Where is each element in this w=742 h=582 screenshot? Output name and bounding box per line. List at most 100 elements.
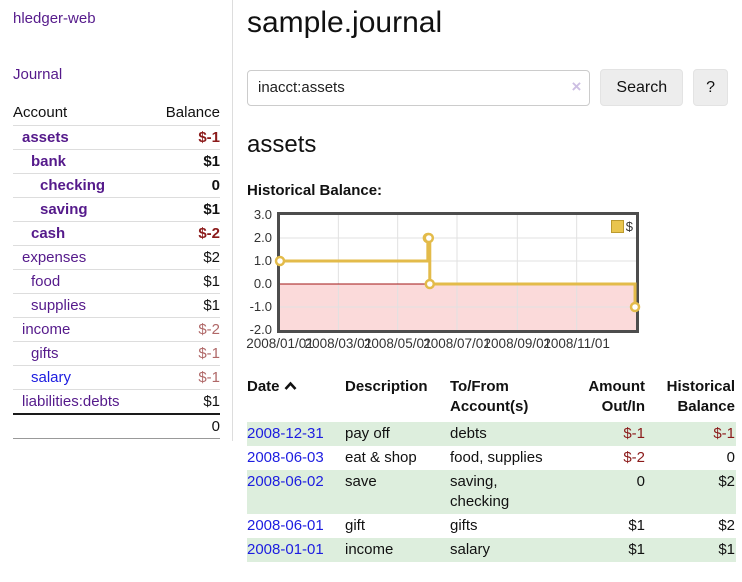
account-balance: $-1 bbox=[150, 365, 220, 390]
register-date: 2008-01-01 bbox=[247, 538, 345, 562]
account-balance: $1 bbox=[150, 293, 220, 318]
chart-legend: $ bbox=[610, 219, 633, 234]
help-button[interactable]: ? bbox=[693, 69, 728, 106]
register-accounts: gifts bbox=[450, 517, 478, 534]
sidebar-account-link[interactable]: cash bbox=[31, 225, 66, 242]
account-row: income $-2 bbox=[13, 317, 220, 342]
sidebar-account-link[interactable]: income bbox=[22, 321, 71, 338]
register-date: 2008-06-01 bbox=[247, 514, 345, 538]
chart-y-tick-label: -1.0 bbox=[249, 299, 272, 314]
clear-search-icon[interactable]: × bbox=[571, 76, 582, 96]
account-balance: $1 bbox=[150, 389, 220, 414]
search-button[interactable]: Search bbox=[600, 69, 684, 106]
accounts-total-value: 0 bbox=[13, 413, 220, 439]
account-row: salary $-1 bbox=[13, 365, 220, 390]
register-balance: $2 bbox=[718, 473, 735, 490]
chart-x-tick-label: 2008/11/01 bbox=[543, 336, 610, 351]
register-row[interactable]: 2008-06-01 gift gifts $1 $2 bbox=[247, 514, 736, 538]
transaction-date-link[interactable]: 2008-06-02 bbox=[247, 473, 324, 490]
register-description: save bbox=[345, 473, 377, 490]
transaction-date-link[interactable]: 2008-12-31 bbox=[247, 425, 324, 442]
sidebar-account-link[interactable]: expenses bbox=[22, 249, 87, 266]
sort-ascending-icon bbox=[284, 377, 297, 397]
sidebar-accounts-body: assets $-1 bank $1 checking 0 saving $1 cash $-2 e… bbox=[13, 125, 220, 414]
legend-label: $ bbox=[625, 219, 633, 234]
app-layout: hledger-web Journal Account Balance asse… bbox=[0, 0, 736, 562]
sidebar: hledger-web Journal Account Balance asse… bbox=[0, 0, 233, 441]
transaction-date-link[interactable]: 2008-01-01 bbox=[247, 541, 324, 558]
register-accounts: saving, checking bbox=[450, 473, 510, 510]
chart-x-axis: 2008/01/01 2008/03/01 2008/05/01 2008/07/01… bbox=[246, 336, 669, 356]
register-header-balance: Historical Balance bbox=[666, 378, 735, 415]
account-row: liabilities:debts $1 bbox=[13, 389, 220, 414]
account-balance: $-2 bbox=[150, 317, 220, 342]
main-content: sample.journal × Search ? assets Histori… bbox=[233, 0, 736, 562]
account-balance: 0 bbox=[150, 173, 220, 198]
register-table: Date Description To/From Account(s) Amou… bbox=[247, 377, 736, 562]
chart-plot-area[interactable]: $ bbox=[274, 212, 641, 333]
account-balance: $-1 bbox=[150, 341, 220, 366]
register-description: gift bbox=[345, 517, 366, 534]
register-header-amount: Amount Out/In bbox=[588, 378, 645, 415]
chart-svg bbox=[274, 215, 641, 330]
account-row: supplies $1 bbox=[13, 293, 220, 318]
sidebar-account-link[interactable]: liabilities:debts bbox=[22, 393, 120, 410]
register-balance: 0 bbox=[726, 449, 735, 466]
search-bar: × Search ? bbox=[247, 69, 728, 106]
chart-y-tick-label: 1.0 bbox=[253, 253, 272, 268]
account-balance: $-2 bbox=[150, 221, 220, 246]
sidebar-account-link[interactable]: checking bbox=[40, 177, 106, 194]
accounts-header-account: Account bbox=[13, 104, 68, 121]
accounts-header-balance: Balance bbox=[165, 104, 220, 121]
register-row[interactable]: 2008-06-02 save saving, checking 0 $2 bbox=[247, 470, 736, 514]
sidebar-journal-link[interactable]: Journal bbox=[13, 66, 63, 83]
register-amount: $-1 bbox=[623, 425, 645, 442]
register-date: 2008-06-02 bbox=[247, 470, 345, 514]
search-input[interactable] bbox=[247, 69, 591, 106]
register-date: 2008-12-31 bbox=[247, 422, 345, 446]
search-box: × bbox=[247, 69, 591, 106]
transaction-date-link[interactable]: 2008-06-01 bbox=[247, 517, 324, 534]
register-amount: 0 bbox=[636, 473, 645, 490]
sidebar-account-link[interactable]: saving bbox=[40, 201, 88, 218]
register-row[interactable]: 2008-06-03 eat & shop food, supplies $-2 0 bbox=[247, 446, 736, 470]
register-balance: $1 bbox=[718, 541, 735, 558]
sidebar-account-link[interactable]: bank bbox=[31, 153, 67, 170]
register-accounts: salary bbox=[450, 541, 491, 558]
register-date: 2008-06-03 bbox=[247, 446, 345, 470]
account-row: cash $-2 bbox=[13, 221, 220, 246]
sidebar-accounts-table: Account Balance assets $-1 bank $1 checking 0… bbox=[13, 101, 220, 439]
account-row: expenses $2 bbox=[13, 245, 220, 270]
transaction-date-link[interactable]: 2008-06-03 bbox=[247, 449, 324, 466]
historical-balance-chart: $ 2008/01/01 2008/03/01 2008/05/01 2008/07/… bbox=[246, 207, 669, 356]
register-header-accounts: To/From Account(s) bbox=[450, 378, 529, 415]
sidebar-account-link[interactable]: gifts bbox=[31, 345, 59, 362]
accounts-total-row: 0 bbox=[13, 413, 220, 439]
register-row[interactable]: 2008-01-01 income salary $1 $1 bbox=[247, 538, 736, 562]
register-accounts: debts bbox=[450, 425, 487, 442]
sidebar-account-link[interactable]: assets bbox=[22, 129, 69, 146]
sidebar-account-link[interactable]: supplies bbox=[31, 297, 87, 314]
register-amount: $1 bbox=[628, 517, 645, 534]
account-balance: $1 bbox=[150, 269, 220, 294]
register-description: pay off bbox=[345, 425, 390, 442]
register-body: 2008-12-31 pay off debts $-1 $-1 2008-06-03 ea… bbox=[247, 422, 736, 562]
register-balance: $2 bbox=[718, 517, 735, 534]
account-row: gifts $-1 bbox=[13, 341, 220, 366]
account-row: assets $-1 bbox=[13, 125, 220, 150]
chart-y-tick-label: 2.0 bbox=[253, 230, 272, 245]
account-row: bank $1 bbox=[13, 149, 220, 174]
register-header-description: Description bbox=[345, 378, 428, 395]
register-row[interactable]: 2008-12-31 pay off debts $-1 $-1 bbox=[247, 422, 736, 446]
register-accounts: food, supplies bbox=[450, 449, 543, 466]
page-title: sample.journal bbox=[247, 6, 443, 39]
app-title-link[interactable]: hledger-web bbox=[13, 10, 96, 27]
chart-y-tick-label: -2.0 bbox=[249, 322, 272, 337]
chart-x-tick-label: 2008/07/01 bbox=[423, 336, 491, 351]
account-row: checking 0 bbox=[13, 173, 220, 198]
account-balance: $2 bbox=[150, 245, 220, 270]
sidebar-account-link[interactable]: food bbox=[31, 273, 61, 290]
register-amount: $-2 bbox=[623, 449, 645, 466]
register-header-date[interactable]: Date bbox=[247, 377, 345, 422]
sidebar-account-link[interactable]: salary bbox=[31, 369, 72, 386]
